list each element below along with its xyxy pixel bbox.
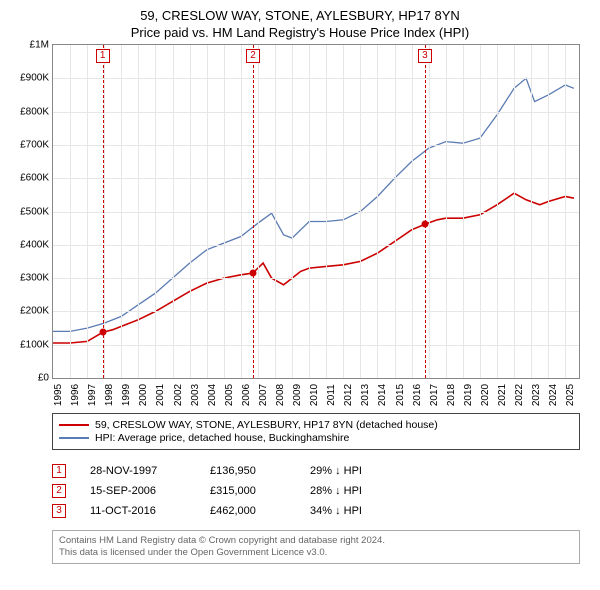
x-tick-label: 1996	[70, 384, 81, 406]
x-tick-label: 2000	[138, 384, 149, 406]
x-tick-label: 2019	[463, 384, 474, 406]
x-tick-label: 2015	[395, 384, 406, 406]
event-date: 15-SEP-2006	[90, 485, 210, 497]
y-tick-label: £800K	[13, 106, 49, 117]
footer-attribution: Contains HM Land Registry data © Crown c…	[52, 530, 580, 564]
event-price: £136,950	[210, 465, 310, 477]
x-tick-label: 2011	[326, 384, 337, 406]
x-tick-label: 2020	[480, 384, 491, 406]
x-tick-label: 2013	[360, 384, 371, 406]
x-tick-label: 1997	[87, 384, 98, 406]
chart-plot-area: £0£100K£200K£300K£400K£500K£600K£700K£80…	[52, 44, 580, 379]
title-block: 59, CRESLOW WAY, STONE, AYLESBURY, HP17 …	[12, 8, 588, 40]
x-tick-label: 2008	[275, 384, 286, 406]
x-tick-label: 1995	[53, 384, 64, 406]
legend-swatch	[59, 424, 89, 426]
legend-item: 59, CRESLOW WAY, STONE, AYLESBURY, HP17 …	[59, 419, 573, 431]
x-tick-label: 2010	[309, 384, 320, 406]
x-tick-label: 2021	[497, 384, 508, 406]
x-tick-label: 2012	[343, 384, 354, 406]
y-tick-label: £0	[13, 373, 49, 384]
footer-line2: This data is licensed under the Open Gov…	[59, 547, 573, 559]
event-dot	[249, 270, 256, 277]
series-price_paid	[53, 193, 574, 343]
event-marker: 1	[52, 464, 66, 478]
event-price: £462,000	[210, 505, 310, 517]
event-marker-chart: 3	[418, 49, 432, 63]
x-tick-label: 2002	[173, 384, 184, 406]
event-pct: 28% ↓ HPI	[310, 485, 362, 497]
event-price: £315,000	[210, 485, 310, 497]
event-row: 2 15-SEP-2006 £315,000 28% ↓ HPI	[52, 484, 580, 498]
event-pct: 34% ↓ HPI	[310, 505, 362, 517]
event-marker: 2	[52, 484, 66, 498]
event-pct: 29% ↓ HPI	[310, 465, 362, 477]
x-tick-label: 2001	[155, 384, 166, 406]
x-tick-label: 2007	[258, 384, 269, 406]
x-tick-label: 2025	[565, 384, 576, 406]
legend-label: 59, CRESLOW WAY, STONE, AYLESBURY, HP17 …	[95, 419, 438, 431]
x-tick-label: 2018	[446, 384, 457, 406]
y-tick-label: £300K	[13, 273, 49, 284]
y-tick-label: £400K	[13, 239, 49, 250]
footer-line1: Contains HM Land Registry data © Crown c…	[59, 535, 573, 547]
event-date: 28-NOV-1997	[90, 465, 210, 477]
y-tick-label: £900K	[13, 73, 49, 84]
x-tick-label: 2024	[548, 384, 559, 406]
event-marker: 3	[52, 504, 66, 518]
y-tick-label: £100K	[13, 339, 49, 350]
x-tick-label: 2009	[292, 384, 303, 406]
chart-container: 59, CRESLOW WAY, STONE, AYLESBURY, HP17 …	[0, 0, 600, 590]
event-row: 3 11-OCT-2016 £462,000 34% ↓ HPI	[52, 504, 580, 518]
y-tick-label: £200K	[13, 306, 49, 317]
title-line1: 59, CRESLOW WAY, STONE, AYLESBURY, HP17 …	[12, 8, 588, 23]
x-tick-label: 2023	[531, 384, 542, 406]
event-date: 11-OCT-2016	[90, 505, 210, 517]
event-dot	[99, 329, 106, 336]
x-tick-label: 2004	[207, 384, 218, 406]
legend-box: 59, CRESLOW WAY, STONE, AYLESBURY, HP17 …	[52, 413, 580, 450]
legend-item: HPI: Average price, detached house, Buck…	[59, 432, 573, 444]
title-line2: Price paid vs. HM Land Registry's House …	[12, 25, 588, 40]
x-tick-label: 1998	[104, 384, 115, 406]
x-tick-label: 2017	[429, 384, 440, 406]
events-block: 1 28-NOV-1997 £136,950 29% ↓ HPI 2 15-SE…	[52, 458, 580, 524]
legend-label: HPI: Average price, detached house, Buck…	[95, 432, 349, 444]
y-tick-label: £1M	[13, 40, 49, 51]
y-tick-label: £500K	[13, 206, 49, 217]
y-tick-label: £700K	[13, 139, 49, 150]
x-tick-label: 1999	[121, 384, 132, 406]
legend-swatch	[59, 437, 89, 439]
event-marker-chart: 1	[96, 49, 110, 63]
x-tick-label: 2003	[190, 384, 201, 406]
x-tick-label: 2005	[224, 384, 235, 406]
y-tick-label: £600K	[13, 173, 49, 184]
x-tick-label: 2006	[241, 384, 252, 406]
event-row: 1 28-NOV-1997 £136,950 29% ↓ HPI	[52, 464, 580, 478]
x-tick-label: 2014	[377, 384, 388, 406]
event-marker-chart: 2	[246, 49, 260, 63]
x-tick-label: 2022	[514, 384, 525, 406]
event-dot	[421, 221, 428, 228]
x-tick-label: 2016	[412, 384, 423, 406]
